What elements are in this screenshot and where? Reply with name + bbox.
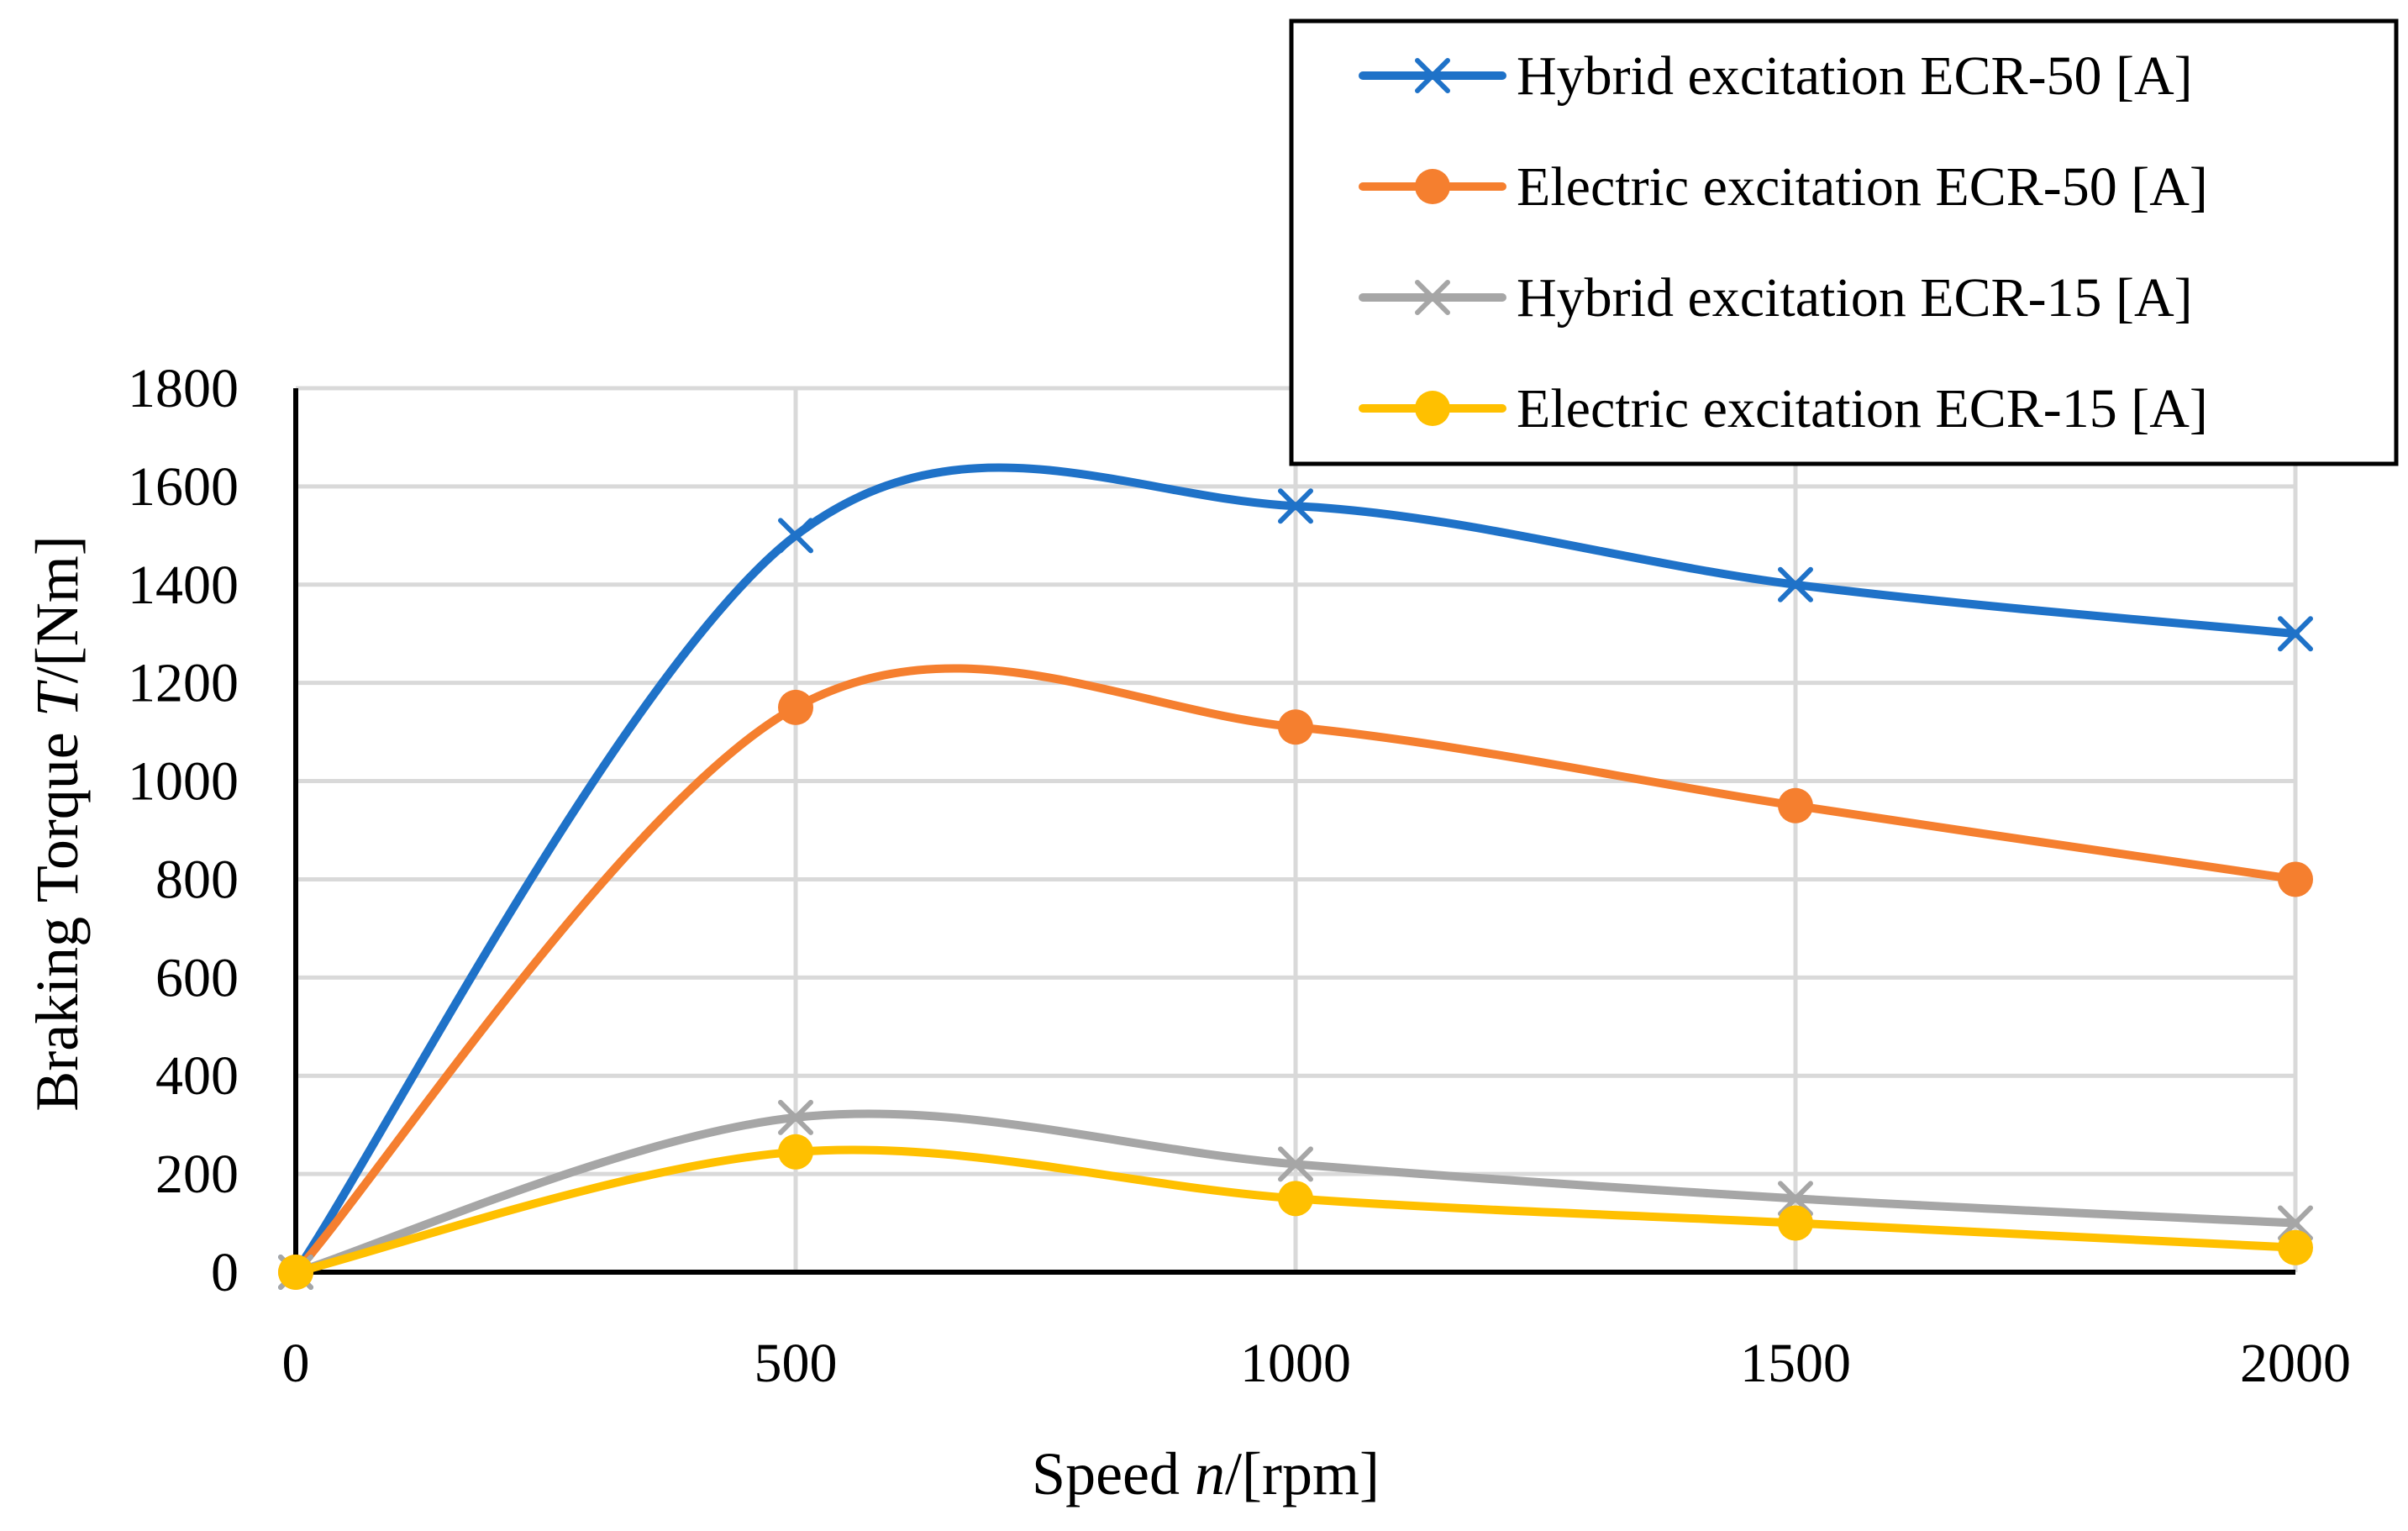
data-point-marker	[778, 1099, 813, 1135]
legend: Hybrid excitation ECR-50 [A] Electric exc…	[1289, 18, 2399, 466]
data-point-marker	[1278, 709, 1313, 745]
x-tick-label: 2000	[2240, 1333, 2351, 1394]
legend-item: Electric excitation ECR-50 [A]	[1359, 156, 2208, 218]
series-line-1	[292, 664, 2300, 1276]
y-tick-label: 0	[211, 1242, 239, 1303]
y-axis-title-unit: /[Nm]	[24, 535, 91, 683]
legend-swatch-marker	[1415, 280, 1450, 315]
data-point-marker	[1778, 1205, 1813, 1241]
y-axis-title: Braking Torque T/[Nm]	[24, 535, 91, 1112]
y-axis-title-prefix: Braking Torque	[24, 717, 91, 1112]
legend-label: Electric excitation ECR-50 [A]	[1517, 156, 2208, 218]
series-markers	[278, 488, 2313, 1290]
y-tick-label: 1800	[128, 358, 239, 419]
data-point-marker	[2278, 616, 2313, 652]
legend-label: Hybrid excitation ECR-50 [A]	[1517, 45, 2193, 107]
data-point-marker	[778, 689, 813, 725]
legend-item: Hybrid excitation ECR-15 [A]	[1359, 267, 2193, 329]
data-point-marker	[278, 1255, 313, 1290]
y-tick-label: 1600	[128, 456, 239, 518]
series-line-0	[292, 463, 2300, 1276]
x-tick-label: 1000	[1240, 1333, 1351, 1394]
x-axis-title-variable: n	[1195, 1440, 1225, 1507]
legend-box	[1289, 18, 2399, 466]
grid	[296, 386, 2298, 1272]
legend-item: Electric excitation ECR-15 [A]	[1359, 378, 2208, 439]
x-tick-label: 500	[754, 1333, 838, 1394]
x-tick-label: 1500	[1740, 1333, 1851, 1394]
x-axis-title: Speed n/[rpm]	[1032, 1440, 1380, 1507]
legend-label: Electric excitation ECR-15 [A]	[1517, 378, 2208, 439]
data-point-marker	[1278, 1181, 1313, 1217]
y-tick-label: 200	[155, 1144, 239, 1205]
x-axis-title-unit: /[rpm]	[1225, 1440, 1380, 1507]
legend-item: Hybrid excitation ECR-50 [A]	[1359, 45, 2193, 107]
x-axis-title-prefix: Speed	[1032, 1440, 1195, 1507]
legend-items: Hybrid excitation ECR-50 [A] Electric exc…	[1359, 45, 2208, 439]
data-point-marker	[1778, 566, 1813, 602]
data-point-marker	[1278, 1146, 1313, 1182]
y-tick-label: 1400	[128, 555, 239, 616]
legend-label: Hybrid excitation ECR-15 [A]	[1517, 267, 2193, 329]
legend-swatch-marker	[1415, 391, 1450, 426]
tick-labels: 0 200 400 600 800 1000 1200 1400 1600 1800 0 500 100…	[128, 358, 2351, 1394]
x-tick-label: 0	[282, 1333, 310, 1394]
data-point-marker	[778, 1134, 813, 1170]
legend-swatch-marker	[1415, 58, 1450, 93]
y-tick-label: 1200	[128, 653, 239, 714]
y-tick-label: 600	[155, 947, 239, 1008]
data-point-marker	[778, 518, 813, 554]
y-axis-title-variable: T	[24, 679, 91, 717]
y-tick-label: 800	[155, 849, 239, 910]
y-tick-label: 1000	[128, 751, 239, 813]
data-point-marker	[1778, 787, 1813, 823]
data-point-marker	[2278, 1229, 2313, 1265]
data-point-marker	[2278, 861, 2313, 897]
y-tick-label: 400	[155, 1045, 239, 1107]
axes	[293, 388, 2295, 1275]
data-point-marker	[1278, 488, 1313, 524]
legend-swatch-marker	[1415, 169, 1450, 204]
